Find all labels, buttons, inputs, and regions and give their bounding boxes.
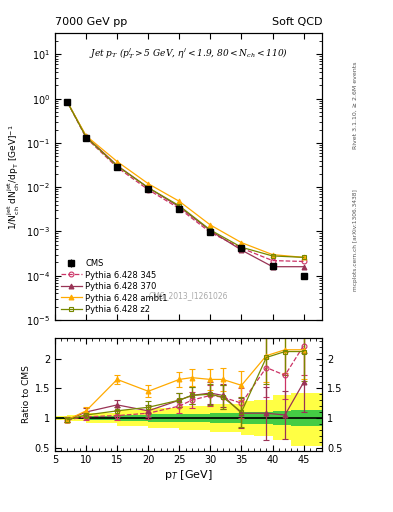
- Pythia 6.428 345: [65, 99, 70, 105]
- Line: Pythia 6.428 ambt1: Pythia 6.428 ambt1: [65, 100, 306, 260]
- Pythia 6.428 z2: [146, 184, 151, 190]
- Pythia 6.428 345: [270, 258, 275, 264]
- Pythia 6.428 z2: [208, 227, 213, 233]
- Pythia 6.428 ambt1: [208, 222, 213, 228]
- Pythia 6.428 370: [208, 228, 213, 234]
- Y-axis label: 1/N$_\mathregular{ch}^\mathregular{jet}$ dN$_\mathregular{ch}^\mathregular{jet}$: 1/N$_\mathregular{ch}^\mathregular{jet}$…: [6, 124, 22, 229]
- Pythia 6.428 ambt1: [177, 198, 182, 204]
- Pythia 6.428 370: [115, 162, 119, 168]
- Pythia 6.428 345: [115, 164, 119, 170]
- X-axis label: p$_T$ [GeV]: p$_T$ [GeV]: [164, 468, 213, 482]
- Pythia 6.428 370: [301, 264, 306, 270]
- Text: Soft QCD: Soft QCD: [272, 17, 322, 27]
- Pythia 6.428 370: [146, 185, 151, 191]
- Pythia 6.428 z2: [270, 253, 275, 259]
- Legend: CMS, Pythia 6.428 345, Pythia 6.428 370, Pythia 6.428 ambt1, Pythia 6.428 z2: CMS, Pythia 6.428 345, Pythia 6.428 370,…: [59, 258, 169, 316]
- Pythia 6.428 345: [208, 229, 213, 236]
- Pythia 6.428 370: [270, 264, 275, 270]
- Y-axis label: Ratio to CMS: Ratio to CMS: [22, 365, 31, 423]
- Pythia 6.428 z2: [65, 99, 70, 105]
- Pythia 6.428 370: [65, 99, 70, 105]
- Pythia 6.428 z2: [84, 134, 88, 140]
- Pythia 6.428 z2: [115, 163, 119, 169]
- Pythia 6.428 345: [301, 259, 306, 265]
- Pythia 6.428 z2: [301, 254, 306, 261]
- Text: 7000 GeV pp: 7000 GeV pp: [55, 17, 127, 27]
- Line: Pythia 6.428 z2: Pythia 6.428 z2: [65, 100, 306, 260]
- Pythia 6.428 ambt1: [239, 240, 244, 246]
- Line: Pythia 6.428 370: Pythia 6.428 370: [65, 100, 306, 269]
- Text: Jet p$_\mathregular{T}$ (p$_\mathregular{T}^l$$>$5 GeV, $\eta^l$$<$1.9, 80$<$N$_: Jet p$_\mathregular{T}$ (p$_\mathregular…: [89, 46, 288, 61]
- Pythia 6.428 345: [146, 186, 151, 193]
- Pythia 6.428 ambt1: [115, 158, 119, 164]
- Pythia 6.428 370: [239, 247, 244, 253]
- Pythia 6.428 345: [84, 135, 88, 141]
- Pythia 6.428 ambt1: [84, 133, 88, 139]
- Pythia 6.428 370: [84, 134, 88, 140]
- Pythia 6.428 ambt1: [65, 99, 70, 105]
- Text: Rivet 3.1.10, ≥ 2.6M events: Rivet 3.1.10, ≥ 2.6M events: [353, 61, 358, 148]
- Pythia 6.428 z2: [239, 244, 244, 250]
- Line: Pythia 6.428 345: Pythia 6.428 345: [65, 100, 306, 264]
- Pythia 6.428 ambt1: [146, 181, 151, 187]
- Pythia 6.428 ambt1: [270, 251, 275, 258]
- Pythia 6.428 345: [239, 245, 244, 251]
- Pythia 6.428 z2: [177, 203, 182, 209]
- Pythia 6.428 ambt1: [301, 254, 306, 261]
- Text: CMS_2013_I1261026: CMS_2013_I1261026: [149, 291, 228, 300]
- Pythia 6.428 370: [177, 204, 182, 210]
- Text: mcplots.cern.ch [arXiv:1306.3438]: mcplots.cern.ch [arXiv:1306.3438]: [353, 189, 358, 291]
- Pythia 6.428 345: [177, 205, 182, 211]
